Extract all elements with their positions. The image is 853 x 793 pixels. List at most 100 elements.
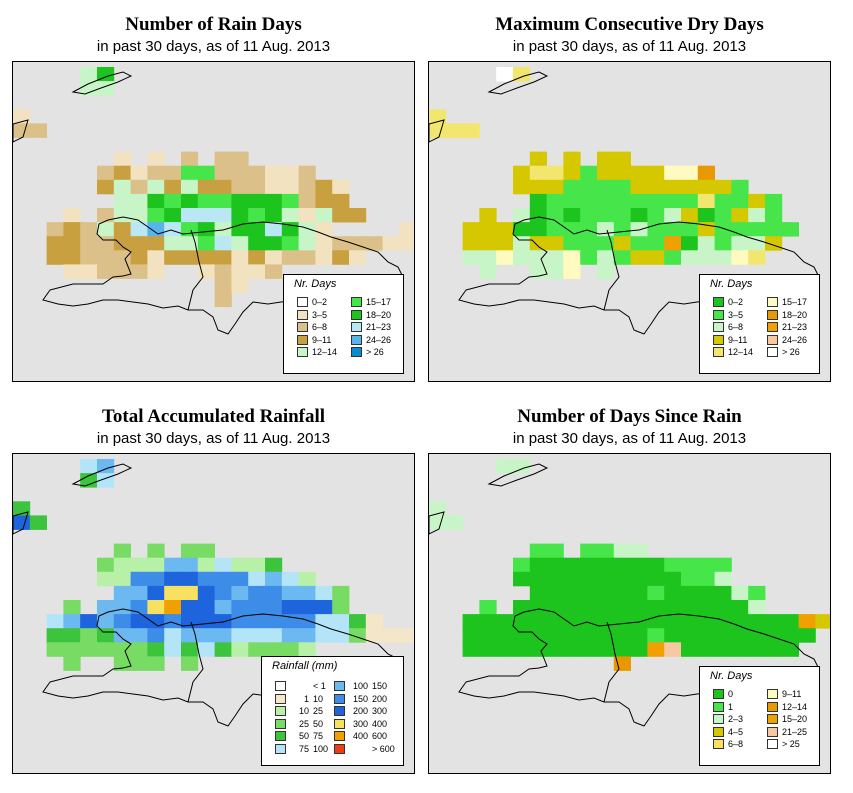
grid-cell [80,236,98,251]
grid-cell [80,67,98,82]
legend-swatch [275,681,286,691]
grid-cell [80,473,98,488]
legend-swatch [767,334,778,345]
legend-label-low: 200 [352,706,368,716]
grid-cell [13,515,31,530]
legend-swatch [275,731,286,741]
grid-cell [681,165,699,181]
panel-since-rain: Number of Days Since Rain in past 30 day… [428,406,831,774]
grid-cell [147,656,165,671]
legend-label: 12–14 [728,347,754,357]
grid-cell [731,179,749,195]
grid-cell [597,193,615,209]
grid-cell [80,459,98,474]
legend-label-high: 25 [313,706,324,716]
grid-cell [529,151,547,167]
grid-cell [181,656,199,671]
grid-cell [248,585,266,601]
grid-cell [197,571,215,587]
grid-cell [248,193,266,209]
grid-cell [197,179,215,195]
grid-cell [214,628,232,643]
grid-cell [529,222,547,237]
grid-cell [214,165,232,181]
grid-cell [214,151,232,167]
panel-title: Number of Rain Days [125,14,302,35]
grid-cell [382,236,400,251]
legend-title: Nr. Days [294,278,337,290]
grid-cell [664,585,682,601]
grid-cell [147,543,165,559]
grid-cell [298,165,316,181]
grid-cell [647,222,665,237]
legend-label-low: 100 [352,681,368,691]
grid-cell [281,600,299,615]
grid-cell [429,515,447,530]
grid-cell [496,222,514,237]
grid-cell [80,250,98,265]
legend-label-high: > 600 [372,743,395,754]
panel-subtitle: in past 30 days, as of 11 Aug. 2013 [96,38,331,55]
legend-swatch [767,347,778,357]
legend-title: Nr. Days [710,278,753,290]
grid-cell [197,165,215,181]
legend-title: Rainfall (mm) [272,660,338,672]
grid-cell [681,628,699,643]
grid-cell [365,614,383,629]
legend-swatch [351,347,362,357]
grid-cell [765,222,783,237]
grid-cell [332,208,350,223]
legend-label: 18–20 [782,309,808,320]
grid-cell [197,193,215,209]
grid-cell [231,585,249,601]
grid-cell [130,585,148,601]
grid-cell [479,250,497,265]
grid-cell [546,571,564,587]
grid-cell [546,165,564,181]
grid-cell [164,236,182,251]
grid-cell [349,208,367,223]
grid-cell [298,208,316,223]
grid-cell [298,222,316,237]
legend-label-low: 400 [352,731,368,741]
grid-cell [164,208,182,223]
grid-cell [248,628,266,643]
grid-cell [496,67,514,82]
grid-cell [147,165,165,181]
legend-label: 0 [728,689,734,699]
cuba-outline [13,463,133,535]
grid-cell [513,614,531,629]
grid-cell [113,585,131,601]
legend-swatch [334,718,345,729]
grid-cell [479,614,497,629]
legend-title: Nr. Days [710,670,753,682]
legend-label: 21–23 [782,322,808,332]
grid-cell [630,543,648,559]
panel-subtitle: in past 30 days, as of 11 Aug. 2013 [512,38,747,55]
grid-cell [597,642,615,657]
grid-cell [630,600,648,615]
grid-cell [748,628,766,643]
legend-label: 24–26 [366,334,392,345]
grid-cell [281,193,299,209]
grid-cell [63,614,81,629]
grid-cell [63,222,81,237]
grid-cell [214,614,232,629]
map-dry-days: Nr. Days 0–2 3–5 6–8 9–11 12–14 15–17 18–20 21–… [428,61,831,382]
grid-cell [529,614,547,629]
grid-cell [214,179,232,195]
grid-cell [113,236,131,251]
legend-label-low: 50 [298,731,309,741]
grid-cell [298,193,316,209]
grid-cell [130,193,148,209]
grid-cell [214,222,232,237]
grid-cell [248,222,266,237]
grid-cell [613,250,631,265]
legend-swatch [275,693,286,704]
panel-title: Number of Days Since Rain [517,406,742,427]
legend-label: 6–8 [312,322,328,332]
grid-cell [647,614,665,629]
grid-cell [546,250,564,265]
legend-swatch [275,718,286,729]
grid-cell [231,208,249,223]
